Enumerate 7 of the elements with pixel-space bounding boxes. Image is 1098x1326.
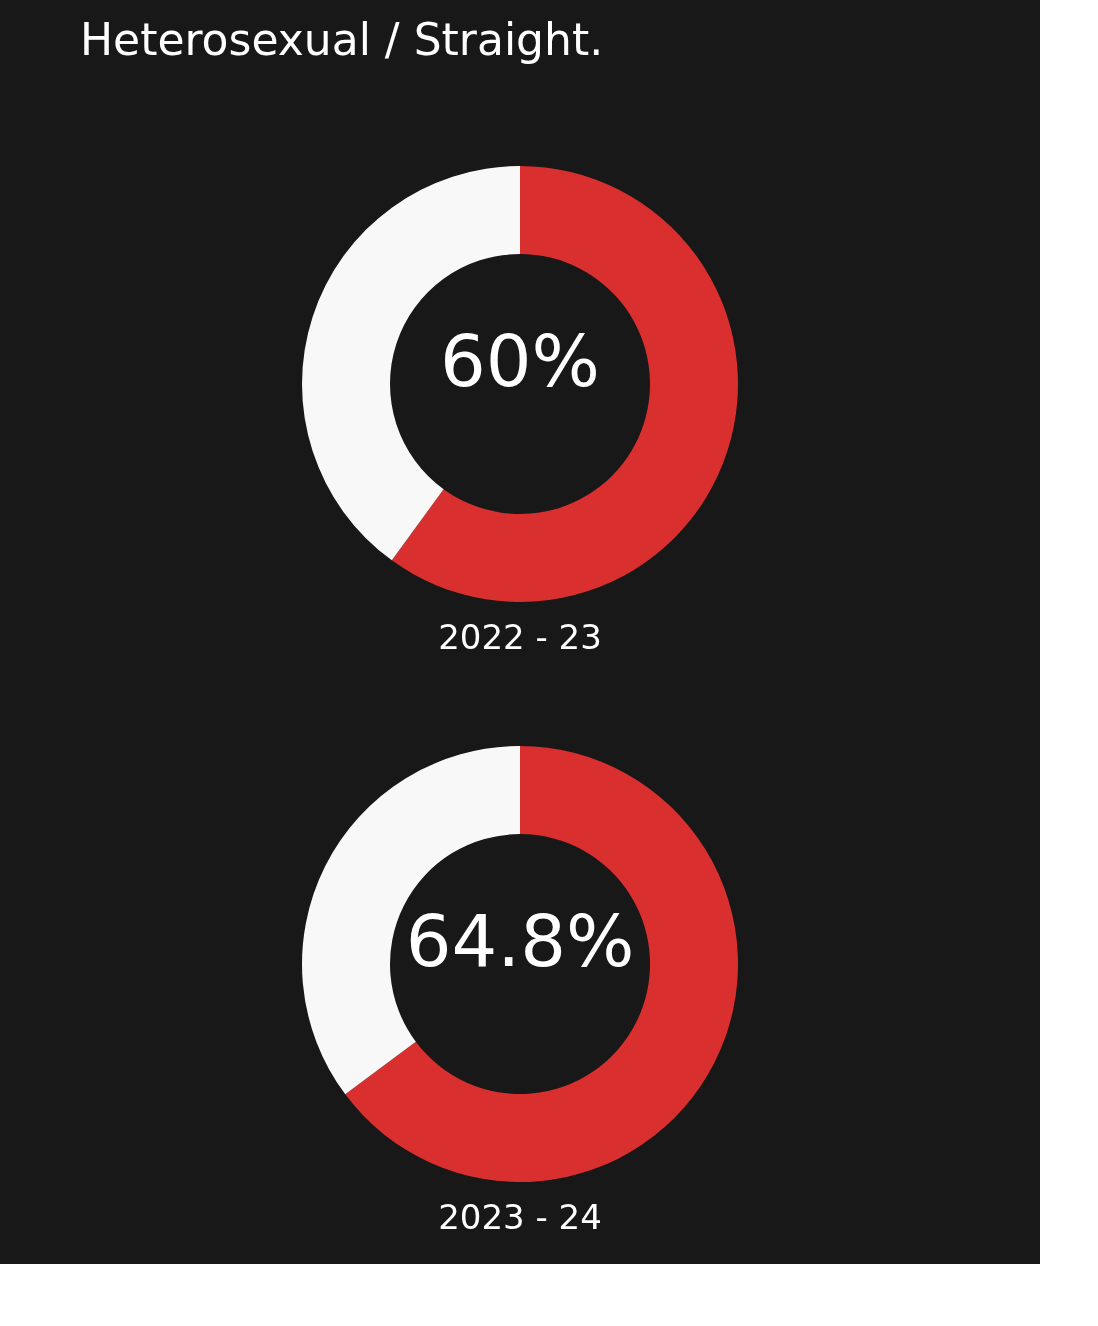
chart-title: Heterosexual / Straight. <box>80 14 604 65</box>
data-label: 64.8% <box>405 899 635 983</box>
data-label: 60% <box>439 319 601 403</box>
text: 2022 - 23 <box>438 617 602 657</box>
text: 2023 - 24 <box>438 1197 602 1237</box>
donut-slice <box>391 166 738 602</box>
donut-slice <box>345 746 738 1182</box>
